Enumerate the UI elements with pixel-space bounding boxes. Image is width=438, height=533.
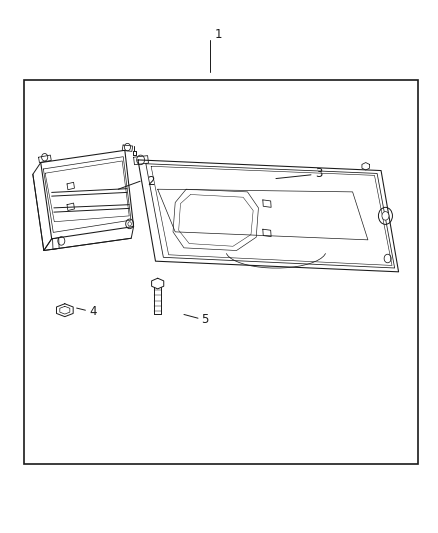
Text: 2: 2 [147, 175, 154, 188]
Text: 1: 1 [215, 28, 222, 41]
Circle shape [128, 222, 131, 226]
Text: 3: 3 [315, 167, 323, 180]
Circle shape [382, 212, 389, 220]
Text: 4: 4 [90, 305, 97, 318]
Text: 5: 5 [201, 313, 209, 326]
Bar [24, 80, 418, 464]
